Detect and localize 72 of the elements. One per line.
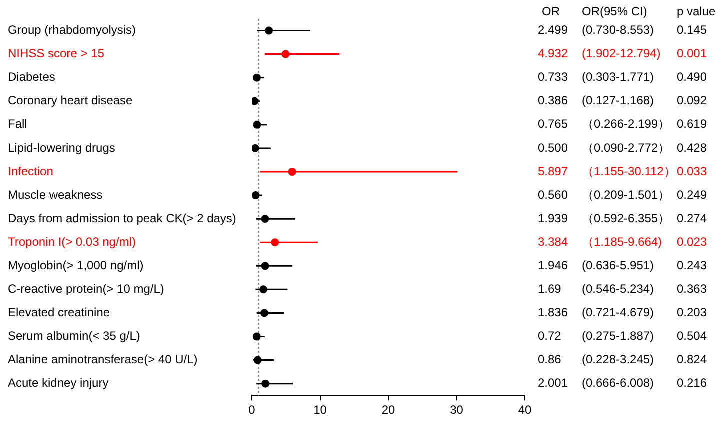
text: 0.243: [677, 258, 708, 272]
text: 0.86: [538, 352, 562, 367]
y-tick-label: Elevated creatinine: [8, 306, 110, 320]
y-tick-label: NIHSS score > 15: [8, 46, 105, 61]
text: （1.185-9.664): [582, 234, 662, 249]
text: 0.033: [677, 164, 708, 178]
y-tick-label: Muscle weakness: [8, 188, 103, 202]
text: （0.266-2.199）: [582, 117, 670, 132]
text: 3.384: [538, 234, 568, 249]
x-tick-label: 40: [518, 403, 532, 418]
text: 0.145: [677, 23, 708, 38]
text: 0.274: [677, 211, 708, 226]
text: 0.733: [538, 70, 568, 84]
text: p value: [677, 4, 716, 18]
text: (0.666-6.008): [582, 376, 654, 390]
text: 0.72: [538, 329, 562, 344]
y-tick-label: Lipid-lowering drugs: [8, 140, 116, 155]
text: 4.932: [538, 46, 568, 61]
y-tick-label: Troponin I(> 0.03 ng/ml): [8, 234, 136, 249]
text: (0.275-1.887): [582, 329, 654, 344]
y-tick-label: Alanine aminotransferase(> 40 U/L): [8, 352, 198, 367]
y-tick-label: Days from admission to peak CK(> 2 days): [8, 211, 236, 226]
x-tick-label: 30: [450, 403, 464, 418]
text: 0.023: [677, 234, 708, 249]
text: OR(95% CI): [582, 4, 648, 18]
text: 1.946: [538, 258, 568, 272]
text: 0.216: [677, 376, 708, 390]
text: 0.249: [677, 188, 708, 202]
y-tick-label: Group (rhabdomyolysis): [8, 23, 136, 38]
text: (0.303-1.771): [582, 70, 654, 84]
text: 1.69: [538, 282, 562, 296]
x-tick-label: 10: [314, 403, 328, 418]
text: 0.619: [677, 117, 708, 132]
y-tick-label: Coronary heart disease: [8, 94, 134, 108]
text: (0.721-4.679): [582, 306, 654, 320]
x-tick-label: 20: [382, 403, 396, 418]
text: 0.092: [677, 94, 708, 108]
text: 2.499: [538, 23, 568, 38]
text: （0.090-2.772）: [582, 140, 670, 155]
text: (0.228-3.245): [582, 352, 654, 367]
text: 1.836: [538, 306, 568, 320]
text: 0.560: [538, 188, 568, 202]
text: 0.824: [677, 352, 708, 367]
y-tick-label: Myoglobin(> 1,000 ng/ml): [8, 258, 144, 272]
text: (0.127-1.168): [582, 94, 654, 108]
text: 2.001: [538, 376, 568, 390]
y-tick-label: Serum albumin(< 35 g/L): [8, 329, 140, 344]
text: (0.636-5.951): [582, 258, 654, 272]
x-tick-label: 0: [248, 403, 256, 418]
text: 0.504: [677, 329, 708, 344]
text: 1.939: [538, 211, 568, 226]
text: （1.155-30.112）: [582, 164, 676, 178]
y-tick-label: Diabetes: [8, 70, 56, 84]
text: 0.001: [677, 46, 708, 61]
text: 0.203: [677, 306, 708, 320]
text: (0.546-5.234): [582, 282, 654, 296]
text: 0.428: [677, 140, 708, 155]
text: 0.386: [538, 94, 568, 108]
y-tick-label: Infection: [8, 164, 54, 178]
text: 0.500: [538, 140, 568, 155]
text: (0.730-8.553): [582, 23, 654, 38]
text: （0.209-1.501）: [582, 188, 670, 202]
text: (1.902-12.794): [582, 46, 661, 61]
text: OR: [542, 4, 560, 18]
y-tick-label: Acute kidney injury: [8, 376, 109, 390]
text: 0.490: [677, 70, 708, 84]
y-tick-label: Fall: [8, 117, 28, 132]
text: （0.592-6.355）: [582, 211, 670, 226]
y-tick-label: C-reactive protein(> 10 mg/L): [8, 282, 164, 296]
text: 5.897: [538, 164, 568, 178]
text: 0.765: [538, 117, 568, 132]
text: 0.363: [677, 282, 708, 296]
